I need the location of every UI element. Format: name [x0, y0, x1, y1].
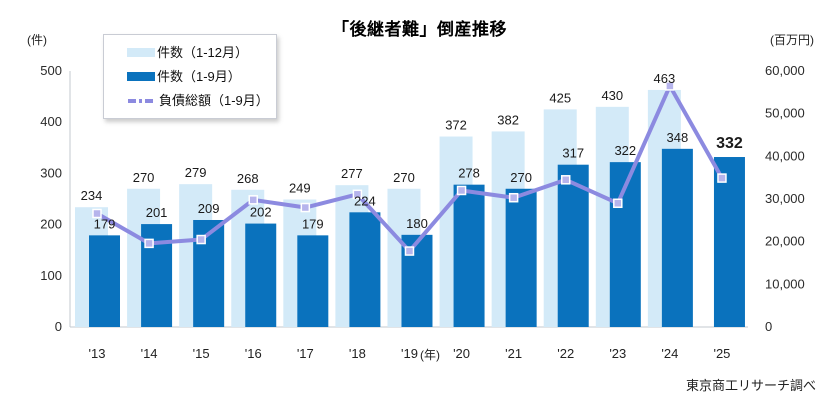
- debt-line-marker-'18: [352, 189, 363, 200]
- debt-line-marker-'25: [717, 173, 727, 183]
- legend: 件数（1-12月） 件数（1-9月） 負債総額（1-9月）: [103, 34, 277, 119]
- bar-part-count-'18: [349, 212, 381, 327]
- debt-line-marker-'16: [248, 195, 258, 205]
- debt-line-marker-'22: [560, 175, 571, 185]
- right-axis-tick: 20,000: [765, 234, 805, 249]
- part-count-value-label: 179: [94, 216, 116, 231]
- part-count-value-label: 322: [614, 143, 636, 158]
- bar-part-count-'20: [453, 184, 485, 327]
- x-axis-year-label: '19: [401, 346, 418, 361]
- part-count-value-label: 202: [250, 205, 272, 220]
- left-axis-tick: 400: [40, 114, 62, 129]
- left-axis-tick: 500: [40, 63, 62, 78]
- part-count-swatch: [127, 72, 155, 81]
- x-axis-year-label: '16: [245, 346, 262, 361]
- right-axis-unit-label: (百万円): [770, 33, 814, 47]
- bar-part-count-'16: [245, 223, 277, 327]
- x-axis-year-label: '15: [193, 346, 210, 361]
- left-axis-tick: 300: [40, 165, 62, 180]
- annual-count-value-label: 463: [654, 71, 676, 86]
- chart-title: 「後継者難」倒産推移: [332, 20, 507, 39]
- annual-count-value-label: 430: [601, 88, 623, 103]
- x-axis-year-label: '20: [453, 346, 470, 361]
- bar-part-count-'21: [505, 188, 537, 327]
- legend-label-annual-count: 件数（1-12月）: [157, 45, 249, 60]
- legend-item-part-count: 件数（1-9月）: [127, 70, 276, 83]
- right-axis-tick: 40,000: [765, 148, 805, 163]
- right-axis-tick: 30,000: [765, 191, 805, 206]
- x-axis-year-label: '25: [713, 346, 730, 361]
- debt-line-marker-'17: [300, 202, 311, 213]
- debt-line-marker-'23: [613, 198, 623, 209]
- part-count-value-label: 179: [302, 216, 324, 231]
- bar-part-count-'22: [557, 164, 589, 327]
- legend-item-debt-line: 負債総額（1-9月）: [127, 94, 276, 107]
- source-note: 東京商工リサーチ調べ: [685, 378, 816, 393]
- bar-part-count-'13: [89, 235, 120, 327]
- annual-count-value-label: 425: [549, 90, 571, 105]
- x-axis-year-label: '13: [89, 346, 106, 361]
- legend-label-debt-line: 負債総額（1-9月）: [159, 93, 269, 108]
- debt-line-marker-'21: [508, 192, 519, 203]
- part-count-value-label: 278: [458, 166, 480, 181]
- legend-item-annual-count: 件数（1-12月）: [127, 46, 276, 59]
- left-axis-tick: 200: [40, 217, 62, 232]
- part-count-value-label: 224: [354, 193, 376, 208]
- legend-label-part-count: 件数（1-9月）: [157, 69, 241, 84]
- annual-count-value-label: 279: [185, 165, 207, 180]
- debt-line-marker-'15: [196, 234, 206, 245]
- annual-count-value-label: 382: [497, 112, 519, 127]
- annual-count-value-label: 270: [133, 170, 155, 185]
- part-count-value-label: 270: [510, 170, 532, 185]
- x-axis-year-label: '17: [297, 346, 314, 361]
- right-axis-tick: 60,000: [765, 63, 805, 78]
- annual-count-value-label: 249: [289, 181, 311, 196]
- bar-part-count-'25: [713, 157, 745, 327]
- x-axis-year-label: '18: [349, 346, 366, 361]
- x-axis-year-label: '23: [609, 346, 626, 361]
- part-count-value-label: 317: [562, 146, 584, 161]
- left-axis-unit-label: (件): [27, 33, 47, 47]
- bar-part-count-'24: [661, 148, 693, 327]
- x-axis-year-label: '22: [557, 346, 574, 361]
- annual-count-swatch: [127, 48, 155, 57]
- x-axis-unit-label: (年): [420, 348, 440, 362]
- right-axis-tick: 10,000: [765, 276, 805, 291]
- debt-line-marker-'14: [144, 238, 154, 249]
- left-axis-tick: 100: [40, 268, 62, 283]
- bar-part-count-'17: [297, 235, 329, 327]
- debt-line-marker-'24: [665, 81, 675, 91]
- debt-line-marker-'20: [456, 185, 467, 196]
- debt-line-swatch: [128, 98, 156, 103]
- part-count-value-label: 201: [146, 205, 168, 220]
- debt-line-marker-'19: [404, 246, 415, 256]
- annual-count-value-label: 277: [341, 166, 363, 181]
- part-count-value-label: 209: [198, 201, 220, 216]
- part-count-value-label: 348: [667, 130, 689, 145]
- annual-count-value-label: 234: [81, 188, 103, 203]
- x-axis-year-label: '24: [661, 346, 678, 361]
- right-axis-tick: 0: [765, 319, 772, 334]
- x-axis-year-label: '14: [141, 346, 158, 361]
- debt-line-marker-'13: [92, 208, 102, 219]
- x-axis-year-label: '21: [505, 346, 522, 361]
- annual-count-value-label: 270: [393, 170, 415, 185]
- left-axis-tick: 0: [55, 319, 62, 334]
- part-count-value-label: 180: [406, 216, 428, 231]
- right-axis-tick: 50,000: [765, 106, 805, 121]
- annual-count-value-label: 268: [237, 171, 259, 186]
- part-count-value-label-current: 332: [716, 135, 743, 152]
- annual-count-value-label: 372: [445, 118, 467, 133]
